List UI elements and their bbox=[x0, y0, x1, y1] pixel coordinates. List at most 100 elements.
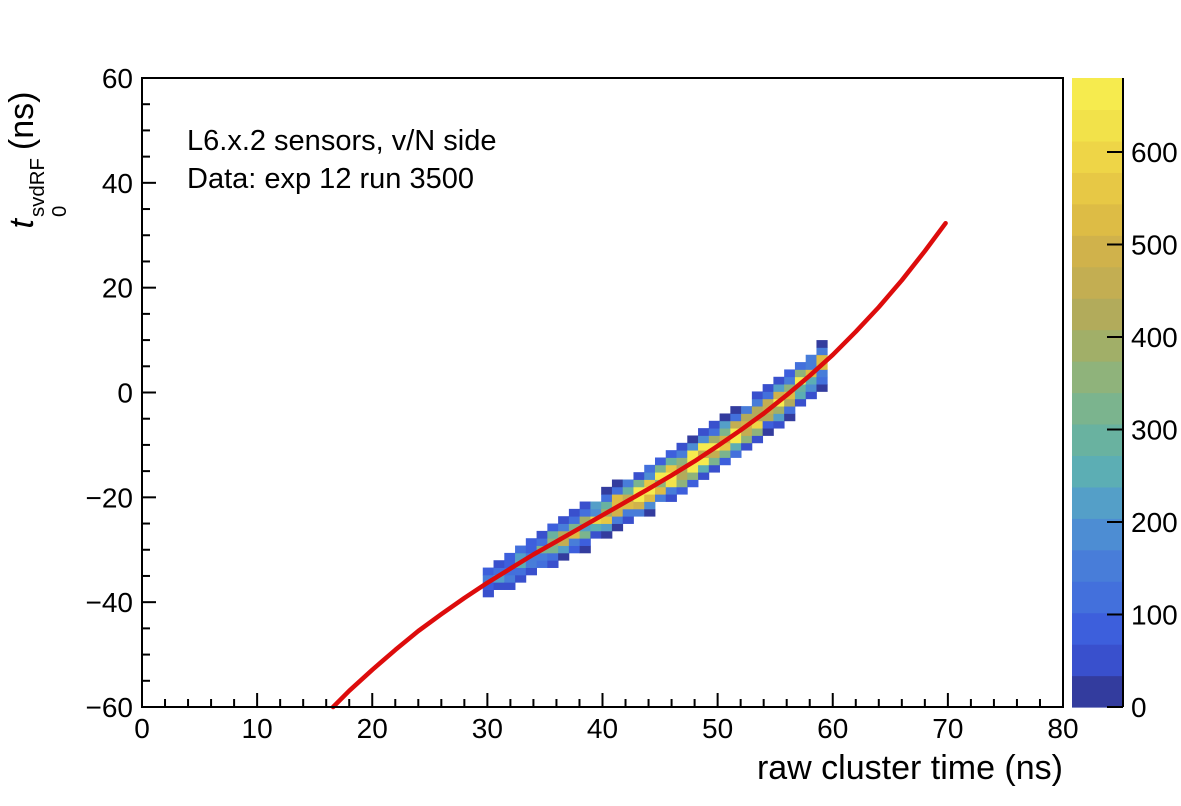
heatmap-bin bbox=[676, 442, 688, 451]
annotation-line-2: Data: exp 12 run 3500 bbox=[187, 163, 474, 195]
heatmap-bin bbox=[751, 420, 764, 429]
heatmap-bin bbox=[784, 369, 796, 378]
heatmap-bin bbox=[708, 420, 720, 429]
heatmap-bin bbox=[805, 376, 817, 385]
heatmap-bin bbox=[816, 354, 828, 363]
heatmap-bin bbox=[644, 501, 656, 510]
heatmap-bin bbox=[633, 472, 645, 480]
y-tick-label: −40 bbox=[86, 587, 134, 618]
heatmap-bin bbox=[773, 391, 785, 400]
x-tick-label: 70 bbox=[932, 713, 963, 744]
heatmap-bin bbox=[794, 398, 807, 407]
heatmap-bin bbox=[719, 457, 731, 466]
colorbar-band bbox=[1072, 203, 1123, 236]
heatmap-bin bbox=[568, 545, 581, 554]
fit-curve bbox=[330, 220, 948, 710]
heatmap-bin bbox=[536, 538, 548, 546]
heatmap-bin bbox=[730, 442, 742, 451]
heatmap-bin bbox=[816, 340, 828, 348]
heatmap-bin bbox=[504, 560, 516, 568]
heatmap-bin bbox=[687, 479, 699, 488]
y-tick-label: 40 bbox=[102, 168, 133, 199]
heatmap-bin bbox=[762, 391, 774, 400]
heatmap-bin bbox=[698, 442, 710, 451]
heatmap-bin bbox=[547, 523, 559, 532]
x-tick-label: 20 bbox=[357, 713, 388, 744]
heatmap-bin bbox=[504, 582, 516, 590]
heatmap-bin bbox=[676, 457, 688, 466]
heatmap-bin bbox=[558, 516, 570, 524]
colorbar-band bbox=[1072, 549, 1123, 582]
heatmap-bin bbox=[751, 428, 764, 436]
heatmap-bin bbox=[687, 450, 699, 458]
heatmap-bin bbox=[698, 457, 710, 466]
heatmap-bin bbox=[794, 369, 807, 378]
heatmap-bin bbox=[601, 486, 613, 495]
heatmap-bin bbox=[622, 516, 634, 524]
heatmap-bin bbox=[665, 479, 677, 488]
x-tick-label: 10 bbox=[242, 713, 273, 744]
heatmap-bin bbox=[611, 479, 624, 488]
heatmap-bin bbox=[579, 530, 591, 539]
heatmap-bin bbox=[762, 384, 774, 392]
heatmap-bin bbox=[708, 457, 720, 466]
heatmap-bin bbox=[654, 494, 667, 502]
heatmap-bin bbox=[741, 406, 753, 414]
heatmap-bin bbox=[784, 398, 796, 407]
heatmap-bin bbox=[741, 442, 753, 451]
heatmap-bin bbox=[773, 406, 785, 414]
heatmap-bin bbox=[536, 560, 548, 568]
heatmap-bin bbox=[547, 552, 559, 561]
heatmap-bin bbox=[816, 384, 828, 392]
heatmap-bin bbox=[579, 538, 591, 546]
heatmap-bin bbox=[730, 413, 742, 422]
heatmap-bin bbox=[482, 567, 494, 576]
heatmap-bin bbox=[611, 523, 624, 532]
heatmap-bin bbox=[558, 538, 570, 546]
heatmap-bin bbox=[493, 567, 505, 576]
heatmap-bin bbox=[633, 501, 645, 510]
colorbar-tick-label: 300 bbox=[1131, 415, 1178, 446]
heatmap-bin bbox=[708, 428, 720, 436]
heatmap-bin bbox=[794, 391, 807, 400]
heatmap-bin bbox=[515, 574, 527, 583]
heatmap-bin bbox=[558, 552, 570, 561]
heatmap-bin bbox=[816, 369, 828, 378]
heatmap-bin bbox=[773, 413, 785, 422]
heatmap-bin bbox=[579, 545, 591, 554]
y-tick-label: −20 bbox=[86, 482, 134, 513]
colorbar-band bbox=[1072, 172, 1123, 205]
heatmap-bin bbox=[654, 457, 667, 466]
heatmap-bin bbox=[762, 413, 774, 422]
heatmap-bin bbox=[719, 413, 731, 422]
heatmap-bin bbox=[687, 464, 699, 473]
heatmap-bin bbox=[805, 362, 817, 370]
heatmap-bin bbox=[536, 552, 548, 561]
heatmap-bin bbox=[590, 523, 602, 532]
heatmap-bin bbox=[730, 420, 742, 429]
heatmap-bin bbox=[558, 545, 570, 554]
colorbar-band bbox=[1072, 581, 1123, 614]
heatmap-bin bbox=[568, 538, 581, 546]
colorbar-band bbox=[1072, 675, 1123, 708]
y-tick-label: 0 bbox=[117, 378, 133, 409]
heatmap-bin bbox=[751, 398, 764, 407]
heatmap-bin bbox=[719, 450, 731, 458]
heatmap-bin bbox=[611, 508, 624, 517]
heatmap-bin bbox=[536, 530, 548, 539]
heatmap-bin bbox=[558, 523, 570, 532]
heatmap-bin bbox=[525, 545, 537, 554]
heatmap-bin bbox=[698, 428, 710, 436]
heatmap-bin bbox=[784, 406, 796, 414]
y-title-superscript: svdRF bbox=[27, 158, 50, 218]
heatmap-bin bbox=[547, 545, 559, 554]
y-title-scripts: svdRF 0 bbox=[27, 158, 71, 218]
heatmap-bin bbox=[751, 435, 764, 444]
heatmap-bin bbox=[687, 435, 699, 444]
colorbar-band bbox=[1072, 235, 1123, 268]
y-title-units: (ns) bbox=[2, 91, 41, 151]
colorbar-band bbox=[1072, 612, 1123, 645]
heatmap-bin bbox=[568, 516, 581, 524]
heatmap-bin bbox=[665, 457, 677, 466]
heatmap-bin bbox=[482, 582, 494, 590]
